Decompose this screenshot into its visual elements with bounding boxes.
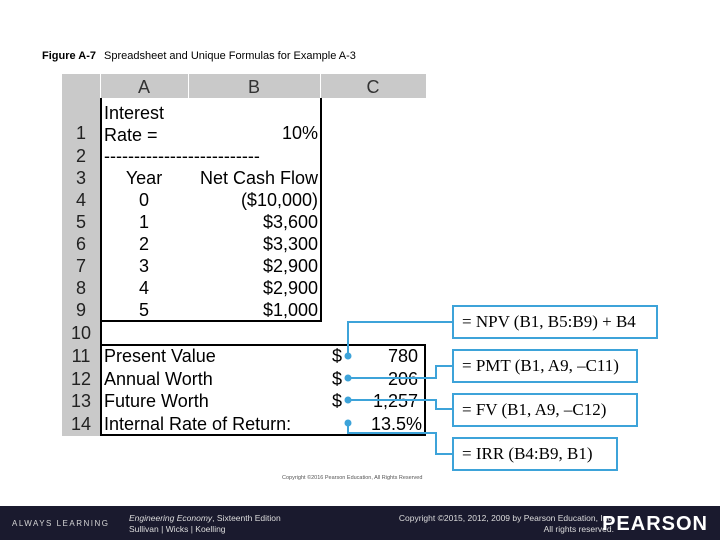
cell-b13[interactable]: $ xyxy=(332,391,343,411)
connector-pmt xyxy=(348,365,454,379)
cell-b8[interactable]: $2,900 xyxy=(262,278,318,298)
cell-a13[interactable]: Future Worth xyxy=(104,391,209,411)
figure-label: Figure A-7 xyxy=(42,50,96,62)
cell-b12[interactable]: $ xyxy=(332,369,343,389)
connector-dot xyxy=(344,396,352,404)
cell-c14[interactable]: 13.5% xyxy=(370,414,422,434)
column-header-c[interactable]: C xyxy=(366,77,380,97)
formula-pmt: = PMT (B1, A9, –C11) xyxy=(452,349,638,383)
connector-dot xyxy=(344,352,352,360)
cell-b5[interactable]: $3,600 xyxy=(262,212,318,232)
row-header[interactable]: 10 xyxy=(70,323,92,343)
row-header[interactable]: 5 xyxy=(75,212,86,232)
cell-a1[interactable]: Interest Rate = xyxy=(104,103,165,145)
row-header[interactable]: 1 xyxy=(75,123,86,143)
cell-c11[interactable]: 780 xyxy=(387,346,418,366)
cell-b1[interactable]: 10% xyxy=(281,123,318,143)
copyright-line-2: All rights reserved. xyxy=(543,524,614,534)
footer-tagline: ALWAYS LEARNING xyxy=(12,519,110,528)
cell-a12[interactable]: Annual Worth xyxy=(104,369,213,389)
row-header[interactable]: 4 xyxy=(75,190,86,210)
cell-a14[interactable]: Internal Rate of Return: xyxy=(104,414,292,434)
row-header[interactable]: 12 xyxy=(70,369,92,389)
grid-line xyxy=(100,74,101,98)
row-header[interactable]: 3 xyxy=(75,168,86,188)
row-header[interactable]: 9 xyxy=(75,300,86,320)
pearson-logo: PEARSON xyxy=(602,513,708,535)
cell-b3[interactable]: Net Cash Flow xyxy=(199,168,318,188)
border-line xyxy=(100,98,102,436)
grid-line xyxy=(188,74,189,98)
connector-fv xyxy=(348,399,454,410)
row-header[interactable]: 6 xyxy=(75,234,86,254)
row-header[interactable]: 11 xyxy=(71,346,91,366)
formula-irr: = IRR (B4:B9, B1) xyxy=(452,437,618,471)
row-header[interactable]: 7 xyxy=(75,256,86,276)
column-header-b[interactable]: B xyxy=(247,77,260,97)
grid-line xyxy=(320,74,321,98)
cell-a9[interactable]: 5 xyxy=(138,300,149,320)
row-header[interactable]: 13 xyxy=(70,391,92,411)
figure-caption: Spreadsheet and Unique Formulas for Exam… xyxy=(104,50,356,62)
cell-a8[interactable]: 4 xyxy=(138,278,149,298)
row-header[interactable]: 8 xyxy=(75,278,86,298)
formula-npv: = NPV (B1, B5:B9) + B4 xyxy=(452,305,658,339)
row-header-bar xyxy=(62,74,100,436)
cell-a3[interactable]: Year xyxy=(125,168,163,188)
row-header[interactable]: 2 xyxy=(75,146,86,166)
cell-b7[interactable]: $2,900 xyxy=(262,256,318,276)
column-header-bar xyxy=(62,74,426,98)
connector-dot xyxy=(344,374,352,382)
book-authors: Sullivan | Wicks | Koelling xyxy=(129,524,226,534)
cell-a5[interactable]: 1 xyxy=(138,212,149,232)
copyright-line-1: Copyright ©2015, 2012, 2009 by Pearson E… xyxy=(398,513,614,523)
footer-copyright: Copyright ©2015, 2012, 2009 by Pearson E… xyxy=(399,513,614,535)
border-line xyxy=(320,98,322,320)
column-header-a[interactable]: A xyxy=(137,77,150,97)
cell-b9[interactable]: $1,000 xyxy=(262,300,318,320)
formula-fv: = FV (B1, A9, –C12) xyxy=(452,393,638,427)
cell-b4[interactable]: ($10,000) xyxy=(240,190,318,210)
image-credit: Copyright ©2016 Pearson Education, All R… xyxy=(282,475,423,481)
cell-b6[interactable]: $3,300 xyxy=(262,234,318,254)
border-line xyxy=(100,320,322,322)
border-line xyxy=(100,344,426,346)
cell-a6[interactable]: 2 xyxy=(138,234,149,254)
cell-a2[interactable]: -------------------------- xyxy=(104,146,260,166)
cell-b11[interactable]: $ xyxy=(332,346,343,366)
cell-a4[interactable]: 0 xyxy=(138,190,149,210)
border-line xyxy=(424,344,426,436)
figure-title: Figure A-7 Spreadsheet and Unique Formula… xyxy=(42,50,356,62)
cell-a11[interactable]: Present Value xyxy=(104,346,216,366)
footer-book-info: Engineering Economy, Sixteenth Edition S… xyxy=(129,513,281,535)
border-line xyxy=(100,434,426,436)
spreadsheet: A B C 1 2 3 4 5 6 7 8 9 10 11 12 13 14 I… xyxy=(62,74,426,436)
book-title: Engineering Economy xyxy=(129,513,213,523)
cell-a7[interactable]: 3 xyxy=(138,256,149,276)
book-edition: , Sixteenth Edition xyxy=(212,513,281,523)
connector-irr xyxy=(347,423,454,455)
footer-bar: ALWAYS LEARNING Engineering Economy, Six… xyxy=(0,506,720,540)
connector-npv xyxy=(347,321,454,356)
row-header[interactable]: 14 xyxy=(70,414,92,434)
connector-dot xyxy=(344,419,352,427)
